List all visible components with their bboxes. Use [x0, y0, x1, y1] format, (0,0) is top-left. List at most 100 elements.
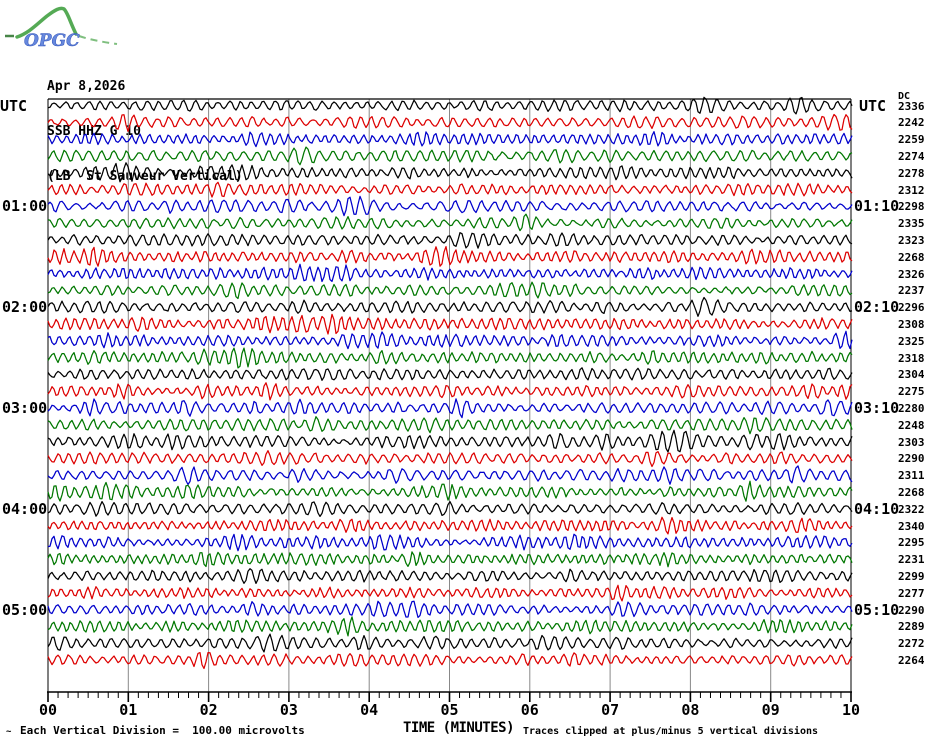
- trace-waveform: [47, 146, 853, 166]
- dc-value: 2296: [898, 301, 925, 315]
- x-axis-label: 05: [440, 701, 459, 719]
- dc-value: 2335: [898, 217, 925, 231]
- clip-note: Traces clipped at plus/minus 5 vertical …: [523, 726, 819, 737]
- dc-value: 2299: [898, 569, 925, 583]
- date-line: Apr 8,2026: [47, 79, 126, 94]
- left-time-label: 01:00: [2, 197, 48, 216]
- dc-value: 2312: [898, 183, 925, 197]
- dc-value: 2290: [898, 452, 925, 466]
- trace-waveform: [47, 131, 853, 148]
- right-time-label: 03:10: [854, 398, 900, 417]
- trace-waveform: [47, 367, 853, 381]
- dc-column-header: DC: [898, 91, 911, 102]
- trace-waveform: [47, 416, 853, 435]
- dc-value: 2290: [898, 603, 925, 617]
- dc-value: 2326: [898, 267, 925, 281]
- dc-value: 2289: [898, 620, 925, 634]
- dc-value: 2318: [898, 351, 925, 365]
- vertical-division-note: Each Vertical Division = 100.00 microvol…: [20, 724, 305, 737]
- trace-waveform: [47, 568, 853, 585]
- trace-waveform: [47, 313, 853, 335]
- dc-value: 2278: [898, 166, 925, 180]
- trace-waveform: [47, 113, 853, 132]
- x-axis-label: 06: [520, 701, 539, 719]
- trace-waveform: [47, 398, 853, 419]
- dc-value: 2277: [898, 586, 925, 600]
- left-time-label: 05:00: [2, 600, 48, 619]
- left-time-label: 04:00: [2, 499, 48, 518]
- trace-waveform: [47, 263, 853, 283]
- dc-value: 2311: [898, 469, 925, 483]
- dc-value: 2308: [898, 317, 925, 331]
- x-axis-label: 08: [681, 701, 700, 719]
- logo-text: OPGC: [24, 31, 80, 51]
- trace-waveform: [47, 181, 853, 198]
- dc-value: 2272: [898, 637, 925, 651]
- x-axis-label: 07: [601, 701, 620, 719]
- trace-waveform: [47, 616, 853, 637]
- dc-value: 2268: [898, 485, 925, 499]
- dc-value: 2323: [898, 233, 925, 247]
- dc-value: 2325: [898, 334, 925, 348]
- dc-value: 2304: [898, 368, 925, 382]
- dc-value: 2295: [898, 536, 925, 550]
- x-axis-label: 10: [841, 701, 861, 719]
- trace-waveform: [47, 533, 853, 552]
- dc-value: 2275: [898, 385, 925, 399]
- dc-value: 2336: [898, 99, 925, 113]
- trace-waveform: [47, 195, 853, 217]
- trace-waveform: [47, 600, 853, 619]
- dc-value: 2303: [898, 435, 925, 449]
- trace-waveform: [47, 281, 853, 300]
- trace-waveform: [47, 584, 853, 602]
- trace-waveform: [47, 651, 853, 670]
- trace-waveform: [47, 213, 853, 232]
- x-axis-label: 00: [38, 701, 58, 719]
- trace-waveform: [47, 516, 853, 535]
- x-axis-title: TIME (MINUTES): [403, 720, 515, 736]
- scale-marker-icon: ~: [6, 727, 12, 737]
- dc-value: 2322: [898, 502, 925, 516]
- logo-dash-right: [78, 35, 118, 45]
- right-time-label: 04:10: [854, 499, 900, 518]
- trace-waveform: [47, 551, 853, 568]
- dc-value: 2268: [898, 250, 925, 264]
- trace-waveform: [47, 633, 853, 653]
- utc-header-left: UTC: [0, 97, 28, 115]
- dc-value: 2340: [898, 519, 925, 533]
- trace-waveform: [47, 347, 853, 369]
- dc-value: 2231: [898, 553, 925, 567]
- dc-value: 2264: [898, 653, 925, 667]
- x-axis-label: 09: [761, 701, 780, 719]
- dc-value: 2280: [898, 401, 925, 415]
- dc-value: 2237: [898, 284, 925, 298]
- trace-waveform: [47, 465, 853, 486]
- trace-waveform: [47, 429, 853, 453]
- x-axis-label: 04: [360, 701, 379, 719]
- x-axis-label: 01: [119, 701, 138, 719]
- x-axis-label: 02: [199, 701, 218, 719]
- trace-waveform: [47, 450, 853, 468]
- trace-waveform: [47, 232, 853, 249]
- logo-mountain-stroke: [15, 6, 78, 39]
- dc-value: 2274: [898, 149, 925, 163]
- trace-waveform: [47, 296, 853, 317]
- trace-waveform: [47, 480, 853, 502]
- trace-waveform: [47, 382, 853, 401]
- dc-value: 2259: [898, 133, 925, 147]
- right-time-label: 01:10: [854, 197, 900, 216]
- left-time-label: 03:00: [2, 398, 48, 417]
- dc-value: 2298: [898, 200, 925, 214]
- opgc-logo: OPGC: [5, 6, 118, 51]
- trace-waveform: [47, 96, 853, 115]
- right-time-label: 05:10: [854, 600, 900, 619]
- utc-header-right: UTC: [859, 97, 887, 115]
- dc-value: 2248: [898, 418, 925, 432]
- trace-waveform: [47, 500, 853, 518]
- left-time-label: 02:00: [2, 298, 48, 317]
- trace-waveform: [47, 245, 853, 267]
- right-time-label: 02:10: [854, 298, 900, 317]
- trace-waveform: [47, 330, 853, 350]
